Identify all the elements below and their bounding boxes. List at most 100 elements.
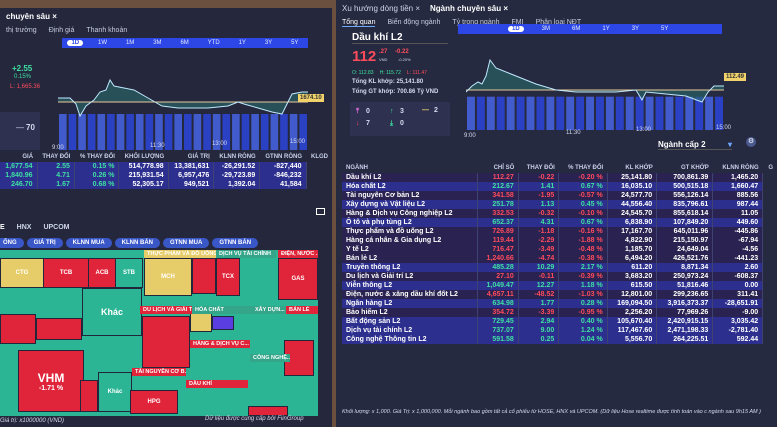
treemap-cell[interactable]: TCB [43,258,89,288]
column-header[interactable]: CHỈ SỐ [493,165,515,171]
table-row[interactable]: 246.70 1.67 0.68 % 52,305.17 949,521 1,392.04… [0,180,332,189]
column-header[interactable]: GTNN RÒNG [265,154,303,160]
treemap-cell[interactable] [212,316,234,330]
treemap-cell[interactable] [192,258,216,294]
tab-sector-depth[interactable]: Ngành chuyên sâu × [430,4,508,13]
table-row[interactable]: Dịch vụ tài chính L2 737.07 9.00 1.24 % 117,… [342,326,777,335]
table-row[interactable]: Công nghệ Thông tin L2 591.58 0.25 0.04 % 5,… [342,335,777,344]
metric-foreign-sell-val-button[interactable]: GTNN BÁN [212,238,259,248]
table-row[interactable]: Truyền thông L2 485.28 10.29 2.17 % 611.20 8,… [342,263,777,272]
column-header[interactable]: KL KHỚP [625,165,653,171]
metric-foreign-sell-vol-button[interactable]: KLNN BÁN [114,238,161,248]
subtab-market[interactable]: thị trường [6,27,37,34]
period-1d[interactable]: 1D [508,26,524,32]
close-icon[interactable]: × [52,12,57,21]
metric-value-button[interactable]: GIÁ TRỊ [26,238,63,248]
table-row[interactable]: 1,840.96 4.71 0.26 % 215,931.54 6,957,476 -29… [0,171,332,180]
treemap-cell[interactable] [36,318,82,340]
metric-foreign-buy-vol-button[interactable]: KLNN MUA [65,238,112,248]
close-icon[interactable]: × [415,4,421,13]
sector-intraday-chart[interactable] [466,56,724,130]
period-6m[interactable]: 6M [180,40,189,46]
period-5y[interactable]: 5Y [661,26,669,32]
column-header[interactable]: % THAY ĐỔI [568,165,604,171]
column-header[interactable]: KLGD [311,154,328,160]
period-1y[interactable]: 1Y [238,40,246,46]
column-header[interactable]: KLNN RÒNG [722,165,759,171]
table-row[interactable]: Y tế L2 716.47 -3.49 -0.48 % 1,185.70 24,649.… [342,245,777,254]
column-header[interactable]: THAY ĐỔI [526,165,555,171]
index-intraday-chart[interactable] [58,70,308,150]
table-row[interactable]: Hàng & Dịch vụ Công nghiệp L2 332.53 -0.32… [342,209,777,218]
table-row[interactable]: Thực phẩm và đồ uống L2 726.89 -1.18 -0.16 … [342,227,777,236]
treemap-cell[interactable]: ACB [88,258,116,288]
period-1d[interactable]: 1D [67,40,84,46]
subtab-fmi[interactable]: FMI [511,19,524,26]
column-header[interactable]: % THAY ĐỔI [79,154,115,160]
column-header[interactable]: KLNN RÒNG [219,154,256,160]
column-header[interactable]: GT KHỚP [681,165,709,171]
metric-volume-button[interactable]: ỐNG [0,238,24,248]
settings-icon[interactable]: ⚙ [746,137,756,147]
table-row[interactable]: Tài nguyên Cơ bản L2 341.58 -1.95 -0.57 % 24… [342,191,777,200]
column-header[interactable]: G [768,165,773,171]
table-row[interactable]: Bảo hiểm L2 354.72 -3.39 -0.95 % 2,256.20 77,… [342,308,777,317]
table-row[interactable]: Ô tô và phụ tùng L2 652.37 4.31 0.67 % 6,838… [342,218,777,227]
treemap-cell-vhm[interactable]: VHM -1.71 % [18,350,84,412]
treemap-cell[interactable] [0,314,36,344]
close-icon[interactable]: × [503,4,509,13]
period-5y[interactable]: 5Y [291,40,299,46]
table-row[interactable]: Ngân hàng L2 634.98 1.77 0.28 % 169,094.50 3,… [342,299,777,308]
table-row[interactable]: Du lịch và Giải trí L2 27.10 -0.11 -0.39 % 3… [342,272,777,281]
column-header[interactable]: NGÀNH [346,165,368,171]
table-row[interactable]: Xây dựng và Vật liệu L2 251.78 1.13 0.45 % 4… [342,200,777,209]
level-select[interactable]: Ngành cấp 2 ▾ [658,140,732,150]
treemap-cell[interactable] [80,380,98,412]
treemap-cell[interactable]: MCH [144,258,192,296]
treemap-cell[interactable]: CTG [0,258,44,288]
period-ytd[interactable]: YTD [207,40,220,46]
treemap-cell[interactable] [190,312,212,332]
period-3y[interactable]: 3Y [631,26,640,32]
column-header[interactable]: GIÁ [22,154,34,160]
table-row[interactable]: Hóa chất L2 212.67 1.41 0.67 % 16,035.10 500,… [342,182,777,191]
tab-upcom[interactable]: UPCOM [43,224,70,231]
treemap-cell[interactable]: Khác [98,372,132,412]
subtab-sector-weight[interactable]: Tỷ trọng ngành [452,19,500,26]
subtab-sector-moves[interactable]: Biến động ngành [387,19,441,26]
tab-market-depth[interactable]: chuyên sâu × [6,12,57,21]
period-1y[interactable]: 1Y [602,26,610,32]
treemap-cell[interactable]: GAS [278,258,318,300]
column-header[interactable]: THAY ĐỔI [42,154,71,160]
period-6m[interactable]: 6M [572,26,581,32]
subtab-investor-type[interactable]: Phân loại NĐT [535,19,582,26]
subtab-overview[interactable]: Tổng quan [342,19,376,27]
subtab-liquidity[interactable]: Thanh khoản [86,27,128,34]
treemap-cell[interactable]: STB [115,258,143,288]
treemap-cell[interactable]: TCX [216,258,240,296]
treemap-cell[interactable] [248,406,288,416]
table-row[interactable]: Hàng cá nhân & Gia dụng L2 119.44 -2.29 -1.… [342,236,777,245]
treemap-cell[interactable] [142,316,190,368]
tab-hose[interactable]: E [0,224,5,231]
tab-money-flow[interactable]: Xu hướng dòng tiền × [342,4,420,13]
period-3m[interactable]: 3M [153,40,162,46]
table-row[interactable]: Bán lẻ L2 1,240.66 -4.74 -0.38 % 6,494.20 426… [342,254,777,263]
period-1m[interactable]: 1M [125,40,135,46]
column-header[interactable]: GIÁ TRỊ [187,154,210,160]
table-row[interactable]: Bất động sản L2 729.45 2.94 0.40 % 105,670.4… [342,317,777,326]
subtab-valuation[interactable]: Định giá [48,27,75,34]
treemap-cell[interactable]: Khác [82,288,142,336]
period-3m[interactable]: 3M [541,26,551,32]
maximize-icon[interactable] [316,208,325,215]
heatmap-treemap[interactable]: CTG TCB ACB STB Khác VHM -1.71 % Khác MCH… [0,250,318,416]
table-row[interactable]: Dầu khí L2 112.27 -0.22 -0.20 % 25,141.80 700… [342,173,777,182]
tab-hnx[interactable]: HNX [16,224,32,231]
table-row[interactable]: Viễn thông L2 1,049.47 12.27 1.18 % 615.50 51… [342,281,777,290]
table-row[interactable]: Điện, nước & xăng dầu khí đốt L2 4,657.11… [342,290,777,299]
period-1w[interactable]: 1W [98,40,108,46]
table-row[interactable]: 1,677.54 2.55 0.15 % 514,778.98 13,381,631 -2… [0,162,332,171]
metric-foreign-buy-val-button[interactable]: GTNN MUA [163,238,210,248]
column-header[interactable]: KHỐI LƯỢNG [124,154,165,160]
period-3y[interactable]: 3Y [264,40,273,46]
